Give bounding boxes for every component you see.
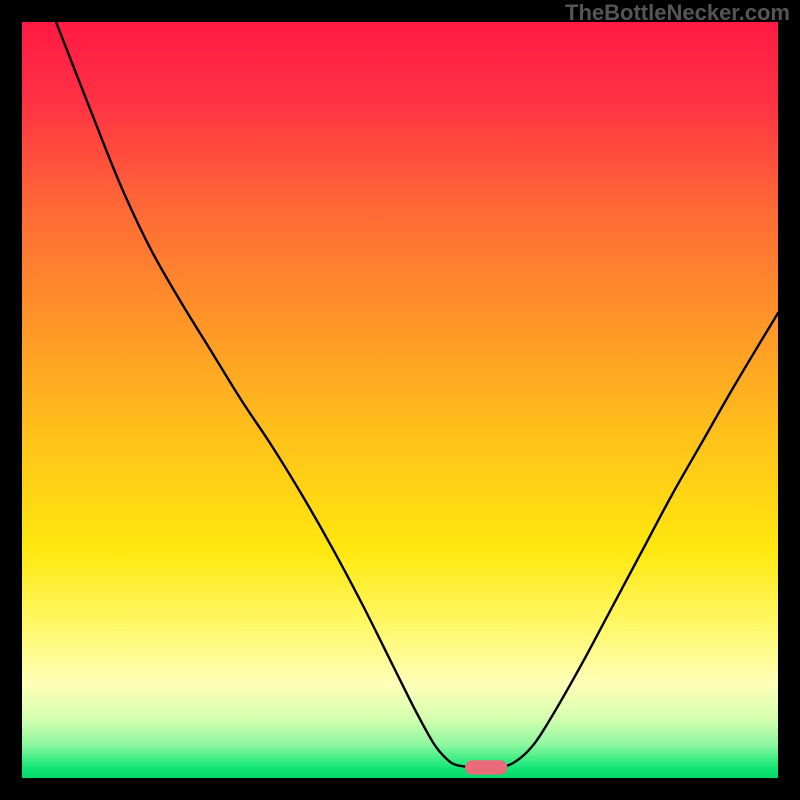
gradient-background (22, 22, 778, 778)
bottleneck-chart (22, 22, 778, 778)
optimal-marker (465, 760, 507, 774)
watermark-text: TheBottleNecker.com (565, 0, 790, 26)
